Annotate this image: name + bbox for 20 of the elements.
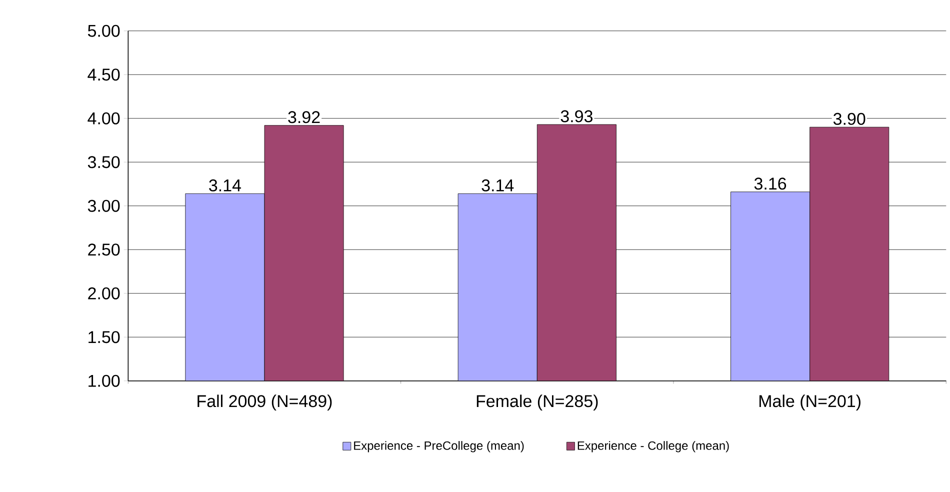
y-tick-label: 1.50: [88, 331, 120, 344]
data-label: 3.14: [482, 179, 514, 192]
y-tick-label: 1.00: [88, 374, 120, 387]
y-tick-label: 2.00: [88, 287, 120, 300]
y-tick-label: 4.50: [88, 68, 120, 81]
legend-label: Experience - College (mean): [578, 441, 729, 452]
y-tick-label: 3.00: [88, 200, 120, 212]
data-label: 3.90: [833, 112, 866, 125]
x-tick-label: Male (N=201): [759, 394, 860, 410]
data-label: 3.92: [288, 111, 320, 124]
data-label: 3.14: [209, 179, 241, 192]
y-tick-label: 3.50: [88, 156, 120, 168]
y-tick-label: 5.00: [88, 24, 120, 37]
y-tick-label: 4.00: [88, 112, 120, 124]
x-tick-label: Fall 2009 (N=489): [198, 394, 332, 410]
y-tick-label: 2.50: [88, 244, 120, 256]
x-tick-label: Female (N=285): [476, 394, 598, 410]
data-label: 3.93: [560, 110, 592, 122]
legend-label: Experience - PreCollege (mean): [354, 441, 524, 452]
data-label: 3.16: [754, 178, 786, 190]
